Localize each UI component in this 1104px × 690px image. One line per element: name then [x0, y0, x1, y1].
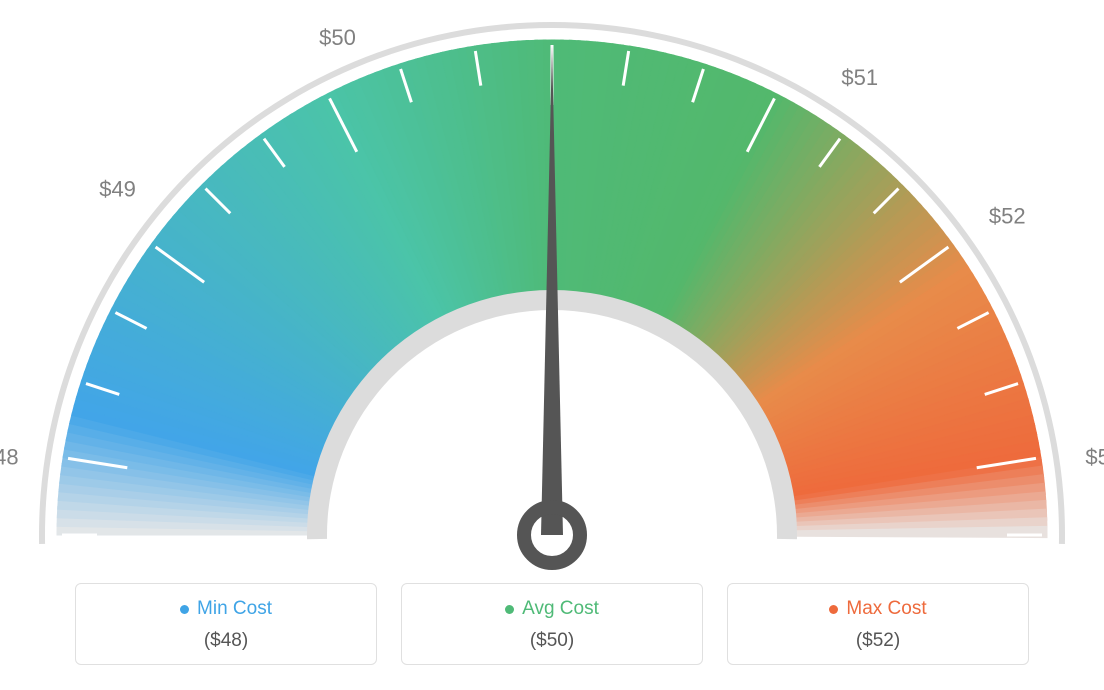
legend-dot-max — [829, 605, 838, 614]
legend-card-min: Min Cost ($48) — [75, 583, 377, 665]
legend-label-avg: Avg Cost — [522, 598, 599, 620]
legend-label-min: Min Cost — [197, 598, 272, 620]
svg-text:$52: $52 — [1085, 444, 1104, 469]
svg-text:$50: $50 — [534, 0, 571, 2]
svg-text:$49: $49 — [99, 177, 136, 202]
svg-text:$52: $52 — [989, 203, 1026, 228]
legend-value-max: ($52) — [728, 630, 1028, 652]
legend-row: Min Cost ($48) Avg Cost ($50) Max Cost (… — [0, 583, 1104, 665]
legend-card-avg: Avg Cost ($50) — [401, 583, 703, 665]
gauge-chart: $48 $49 $50 $50 $51 $52 $52 — [0, 0, 1104, 560]
legend-card-max: Max Cost ($52) — [727, 583, 1029, 665]
legend-dot-avg — [505, 605, 514, 614]
gauge-svg: $48 $49 $50 $50 $51 $52 $52 — [0, 0, 1104, 580]
legend-label-max: Max Cost — [846, 598, 926, 620]
legend-value-avg: ($50) — [402, 630, 702, 652]
legend-value-min: ($48) — [76, 630, 376, 652]
svg-text:$51: $51 — [841, 65, 878, 90]
svg-text:$50: $50 — [319, 25, 356, 50]
legend-dot-min — [180, 605, 189, 614]
svg-text:$48: $48 — [0, 444, 19, 469]
cost-gauge-widget: $48 $49 $50 $50 $51 $52 $52 Min Cost ($48) Avg… — [0, 0, 1104, 690]
